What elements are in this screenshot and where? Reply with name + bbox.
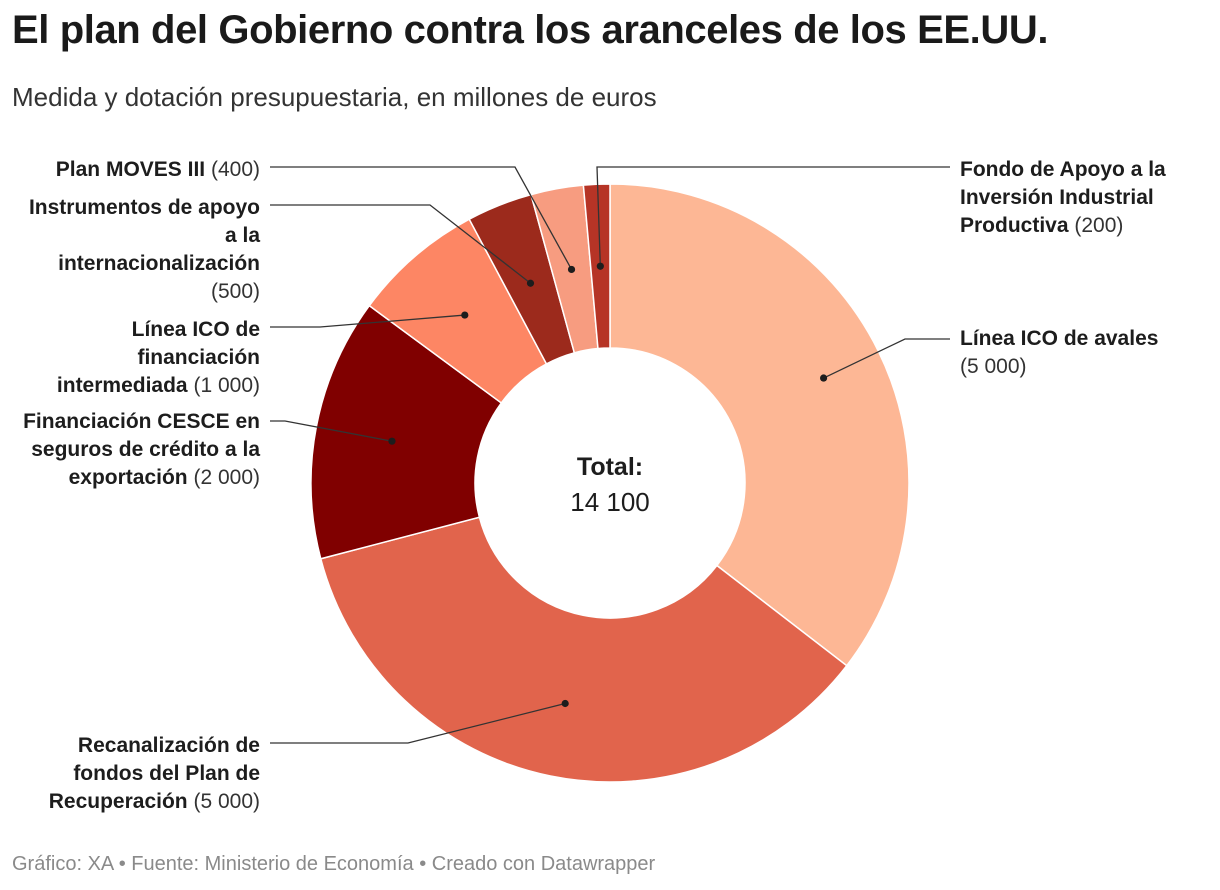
leader-dot — [461, 311, 469, 319]
leader-dot — [820, 374, 828, 382]
donut-slice — [319, 516, 848, 783]
footer-credits: Gráfico: XA • Fuente: Ministerio de Econ… — [12, 853, 656, 875]
slice-label-name: seguros de crédito a la — [31, 438, 260, 461]
slice-label-value: (2 000) — [188, 466, 260, 489]
slice-label-name: a la — [225, 224, 260, 247]
slice-label: Línea ICO de financiación intermediada (1 … — [57, 318, 260, 397]
leader-line — [270, 702, 566, 744]
slice-label-name: Recanalización de — [78, 734, 260, 757]
slice-label-value: (1 000) — [188, 374, 260, 397]
slice-label-name: Inversión Industrial — [960, 186, 1154, 209]
leader-dot — [596, 262, 604, 270]
slice-label-name: Recuperación — [49, 790, 188, 813]
slice-label: Plan MOVES III (400) — [56, 158, 260, 181]
slice-label-value: (200) — [1069, 214, 1124, 237]
slice-label: Recanalización de fondos del Plan de Recup… — [49, 734, 260, 813]
leader-line — [596, 166, 950, 267]
leader-dot — [561, 699, 569, 708]
slice-label-name: Instrumentos de apoyo — [29, 196, 260, 219]
leader-line — [270, 166, 573, 270]
slice-label-name: Línea ICO de — [132, 318, 260, 341]
slice-label-name: intermediada — [57, 374, 188, 397]
slice-labels: Línea ICO de avales (5 000)Recanalización… — [23, 158, 1166, 813]
leader-line — [823, 338, 950, 379]
leader-line — [270, 420, 393, 442]
slice-label-name: exportación — [69, 466, 188, 489]
slice-label-value: (500) — [211, 280, 260, 303]
leader-line — [270, 314, 465, 328]
slice-label-name: internacionalización — [58, 252, 260, 275]
donut-slice — [609, 183, 910, 667]
slice-label-name: Línea ICO de avales — [960, 327, 1158, 350]
donut-chart: Línea ICO de avales (5 000)Recanalización… — [23, 158, 1166, 813]
slice-label-name: fondos del Plan de — [73, 762, 260, 785]
slice-label: Línea ICO de avales (5 000) — [960, 327, 1158, 378]
leader-lines — [270, 166, 950, 744]
slice-label-value: (400) — [205, 158, 260, 181]
center-total-label: Total: — [577, 453, 643, 481]
leader-line — [270, 204, 531, 284]
chart-title: El plan del Gobierno contra los arancele… — [12, 8, 1049, 52]
slice-label: Instrumentos de apoyo a la internacionaliz… — [29, 196, 260, 303]
donut-slices — [310, 183, 910, 783]
slice-label-name: Fondo de Apoyo a la — [960, 158, 1166, 181]
slice-label: Fondo de Apoyo a la Inversión Industrial P… — [960, 158, 1166, 237]
slice-label: Financiación CESCE en seguros de crédito … — [23, 410, 260, 489]
slice-label-value: (5 000) — [188, 790, 260, 813]
slice-label-value: (5 000) — [960, 355, 1027, 378]
leader-dot — [567, 265, 576, 274]
chart-subtitle: Medida y dotación presupuestaria, en mil… — [12, 82, 657, 112]
leader-dot — [526, 279, 535, 287]
donut-slice — [310, 304, 503, 560]
center-total-value: 14 100 — [570, 487, 650, 517]
leader-dot — [388, 437, 396, 445]
donut-slice — [582, 183, 611, 350]
slice-label-name: Financiación CESCE en — [23, 410, 260, 433]
slice-label-name: Plan MOVES III — [56, 158, 205, 181]
slice-label-name: financiación — [137, 346, 260, 369]
slice-label-name: Productiva — [960, 214, 1069, 237]
